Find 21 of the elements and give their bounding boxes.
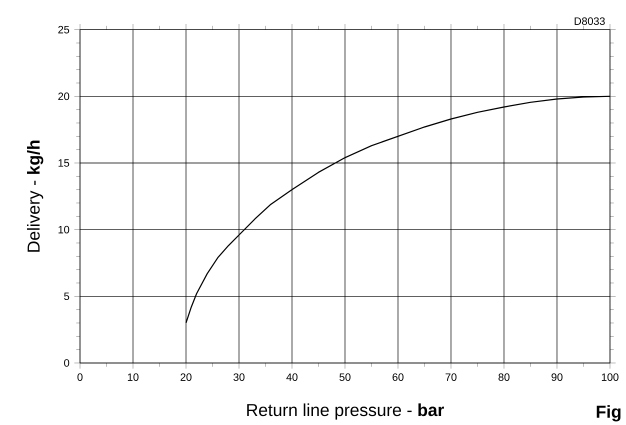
y-tick-label: 25 <box>58 26 70 34</box>
x-tick-label: 90 <box>552 373 563 381</box>
text: D8033 <box>574 17 605 25</box>
x-tick-label: 80 <box>498 373 510 381</box>
x-tick-label: 0 <box>77 373 83 381</box>
y-tick-label: 15 <box>58 159 70 167</box>
x-tick-label: 100 <box>602 373 618 381</box>
y-tick-label: 0 <box>64 359 70 367</box>
y-tick-label: 5 <box>64 292 70 300</box>
x-tick-label: 10 <box>128 373 139 381</box>
x-axis-title: Return line pressure - bar <box>247 403 444 420</box>
text: Fig <box>596 405 620 422</box>
x-tick-label: 70 <box>446 373 457 381</box>
y-axis-title: Delivery - kg/h <box>27 140 44 252</box>
x-tick-label: 60 <box>392 373 404 381</box>
y-tick-label: 20 <box>58 92 70 100</box>
x-tick-label: 40 <box>286 373 298 381</box>
y-tick-label: 10 <box>58 226 70 234</box>
x-tick-label: 30 <box>233 373 245 381</box>
x-tick-label: 50 <box>339 373 351 381</box>
x-tick-label: 20 <box>180 373 192 381</box>
